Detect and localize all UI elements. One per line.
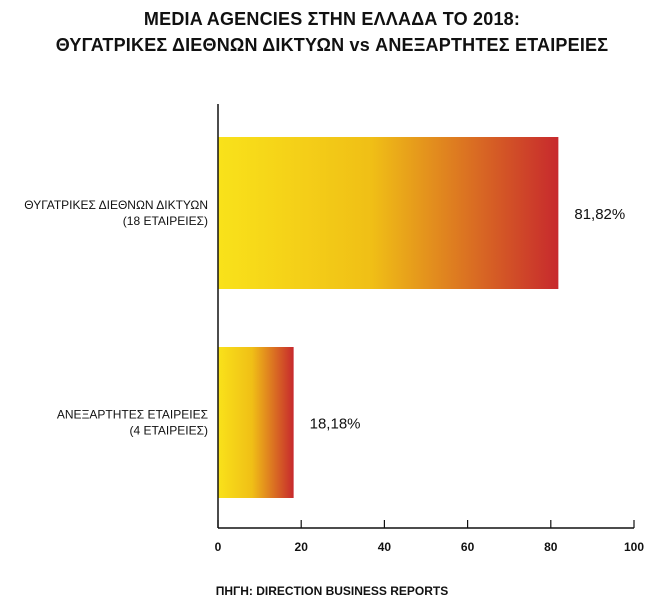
chart-title-line-1: MEDIA AGENCIES ΣΤΗΝ ΕΛΛΑΔΑ ΤΟ 2018: xyxy=(143,9,521,29)
x-tick-label-4: 80 xyxy=(544,540,558,554)
bar-0 xyxy=(218,137,559,289)
x-tick-label-0: 0 xyxy=(215,540,222,554)
source-note: ΠΗΓΗ: DIRECTION BUSINESS REPORTS xyxy=(215,584,449,598)
category-label-1-line2: (4 ΕΤΑΙΡΕΙΕΣ) xyxy=(129,424,208,438)
category-label-1-line1: ΑΝΕΞΑΡΤΗΤΕΣ ΕΤΑΙΡΕΙΕΣ xyxy=(57,408,208,422)
data-label-1: 18,18% xyxy=(310,416,361,433)
x-tick-label-3: 60 xyxy=(461,540,475,554)
bar-1 xyxy=(218,347,294,498)
data-label-0: 81,82% xyxy=(574,206,625,223)
x-tick-label-5: 100 xyxy=(624,540,644,554)
x-tick-label-2: 40 xyxy=(378,540,392,554)
category-label-0-line1: ΘΥΓΑΤΡΙΚΕΣ ΔΙΕΘΝΩΝ ΔΙΚΤΥΩΝ xyxy=(24,198,208,212)
chart-title-line-2: ΘΥΓΑΤΡΙΚΕΣ ΔΙΕΘΝΩΝ ΔΙΚΤΥΩΝ vs ΑΝΕΞΑΡΤΗΤΕ… xyxy=(55,35,609,55)
category-label-0-line2: (18 ΕΤΑΙΡΕΙΕΣ) xyxy=(123,214,208,228)
x-tick-label-1: 20 xyxy=(295,540,309,554)
